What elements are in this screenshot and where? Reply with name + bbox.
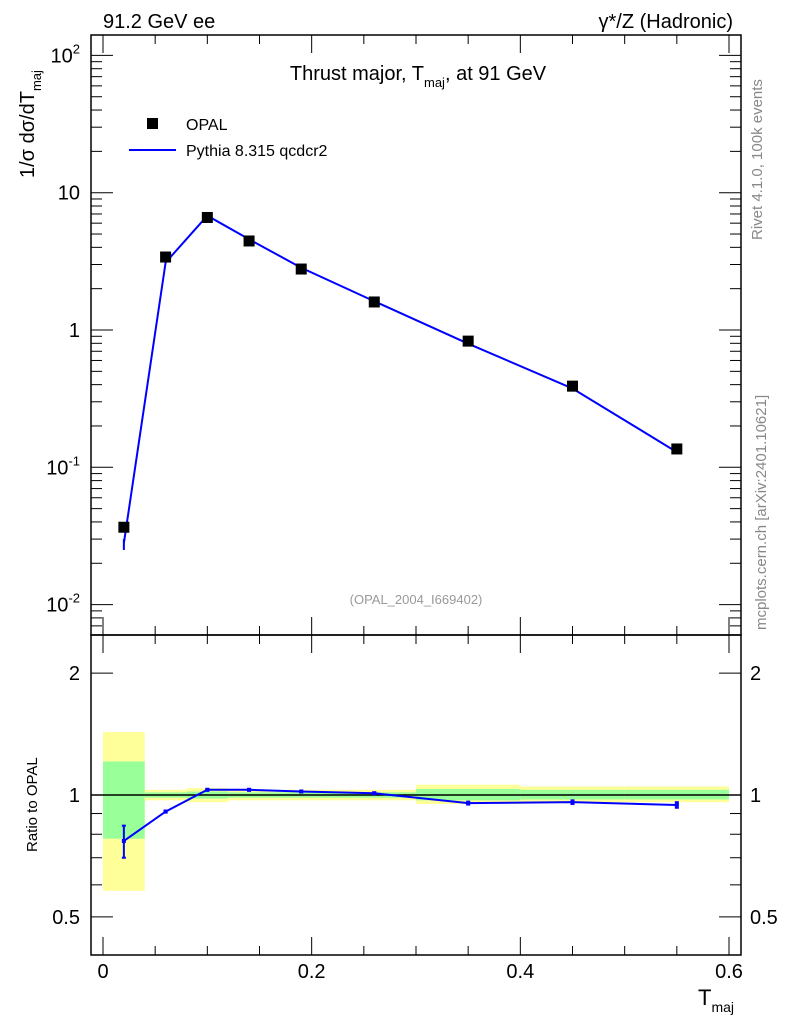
- legend-label-mc: Pythia 8.315 qcdcr2: [186, 143, 328, 160]
- data-point: [201, 211, 213, 223]
- y-tick-label: 1: [69, 320, 80, 342]
- legend-label-opal: OPAL: [186, 117, 228, 134]
- ratio-y-tick-label-right: 1: [750, 785, 761, 807]
- ratio-point: [205, 787, 210, 792]
- data-point: [462, 335, 474, 347]
- y-tick-label: 10-1: [46, 453, 80, 479]
- ratio-point: [163, 809, 168, 814]
- ratio-point: [570, 800, 575, 805]
- ratio-y-tick-label: 1: [69, 785, 80, 807]
- mcplots-label: mcplots.cern.ch [arXiv:2401.10621]: [753, 395, 770, 630]
- y-axis-label: 1/σ dσ/dTmaj: [17, 70, 44, 178]
- mc-line: [122, 214, 678, 544]
- y-tick-label: 10: [58, 183, 80, 205]
- data-point: [295, 263, 307, 275]
- y-tick-label: 10-2: [46, 591, 80, 617]
- ratio-y-tick-label-right: 0.5: [750, 907, 778, 929]
- data-point: [671, 443, 683, 455]
- ratio-point: [247, 787, 252, 792]
- analysis-id: (OPAL_2004_I669402): [350, 592, 483, 607]
- x-axis-label: Tmaj: [698, 985, 734, 1015]
- rivet-label: Rivet 4.1.0, 100k events: [749, 79, 766, 240]
- header-right: γ*/Z (Hadronic): [599, 11, 733, 33]
- data-point: [567, 380, 578, 392]
- ratio-point: [466, 801, 471, 806]
- x-tick-label: 0.4: [506, 961, 534, 983]
- data-point: [118, 521, 130, 533]
- header-left: 91.2 GeV ee: [103, 11, 215, 33]
- x-tick-label: 0.6: [715, 961, 743, 983]
- ratio-point: [299, 789, 304, 794]
- ratio-y-tick-label: 2: [69, 663, 80, 685]
- legend: OPAL Pythia 8.315 qcdcr2: [129, 117, 328, 160]
- ratio-point: [121, 838, 126, 843]
- legend-marker-opal: [147, 118, 158, 129]
- x-tick-label: 0: [97, 961, 108, 983]
- ratio-point: [674, 802, 679, 807]
- data-point: [243, 235, 255, 247]
- x-tick-label: 0.2: [298, 961, 326, 983]
- data-point: [368, 296, 380, 308]
- data-point: [160, 251, 172, 263]
- y-tick-label: 102: [51, 41, 80, 67]
- ratio-panel: 0.5 0.5 1 1 2 2 0 0.2 0.4 0.6: [52, 634, 778, 983]
- ratio-y-label: Ratio to OPAL: [24, 757, 41, 852]
- ratio-point: [372, 791, 377, 796]
- ratio-y-tick-label: 0.5: [52, 907, 80, 929]
- ratio-y-tick-label-right: 2: [750, 663, 761, 685]
- title: Thrust major, Tmaj, at 91 GeV: [290, 63, 547, 90]
